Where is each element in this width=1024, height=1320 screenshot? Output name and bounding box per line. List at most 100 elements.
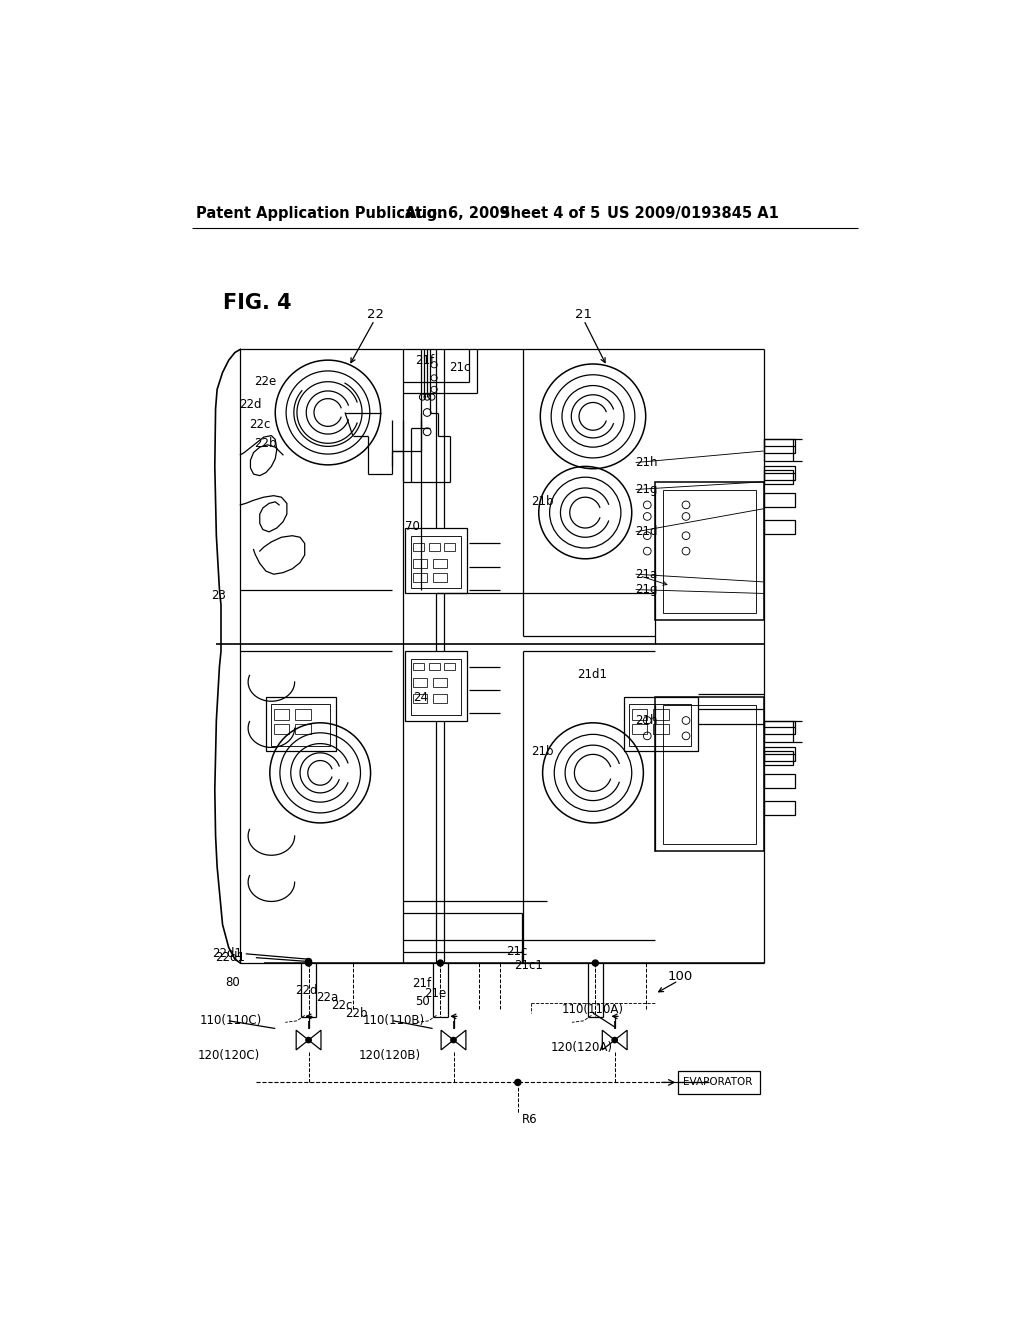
Bar <box>432 678 446 688</box>
Text: Aug. 6, 2009: Aug. 6, 2009 <box>406 206 510 222</box>
Bar <box>414 544 424 552</box>
Text: 22b: 22b <box>345 1007 368 1019</box>
Bar <box>655 482 764 620</box>
Text: 80: 80 <box>225 975 241 989</box>
Text: 120(120A): 120(120A) <box>550 1041 612 1055</box>
Bar <box>653 723 669 734</box>
Text: 21d: 21d <box>636 525 658 539</box>
Text: 21b: 21b <box>531 744 554 758</box>
Bar <box>632 723 647 734</box>
Text: 21h: 21h <box>636 455 658 469</box>
Circle shape <box>515 1080 521 1085</box>
Text: Patent Application Publication: Patent Application Publication <box>197 206 447 222</box>
Text: 110(110B): 110(110B) <box>362 1014 425 1027</box>
Bar <box>764 470 793 484</box>
Bar <box>411 659 461 715</box>
Text: 100: 100 <box>668 970 692 982</box>
Text: 23: 23 <box>211 589 226 602</box>
Bar <box>764 466 795 480</box>
Bar <box>273 723 289 734</box>
Bar <box>663 490 756 612</box>
Text: 21g: 21g <box>636 583 658 597</box>
Bar <box>630 704 691 746</box>
Bar <box>266 697 336 751</box>
Bar <box>432 573 446 582</box>
Bar <box>655 697 764 851</box>
Circle shape <box>612 1038 617 1043</box>
Bar <box>414 663 424 671</box>
Text: 22c: 22c <box>249 417 270 430</box>
Text: 21g: 21g <box>636 483 658 496</box>
Circle shape <box>451 1038 457 1043</box>
Text: 22d: 22d <box>295 983 317 997</box>
Text: 110(110C): 110(110C) <box>200 1014 261 1027</box>
Bar <box>663 705 756 843</box>
Text: 21c: 21c <box>506 945 527 958</box>
Text: 22b: 22b <box>254 437 276 450</box>
Bar <box>414 573 427 582</box>
Bar <box>764 751 793 766</box>
Bar <box>764 520 795 535</box>
Text: 21: 21 <box>575 308 592 321</box>
Bar <box>295 723 311 734</box>
Text: 22d1: 22d1 <box>212 946 242 960</box>
Text: 22c: 22c <box>331 999 352 1012</box>
Text: EVAPORATOR: EVAPORATOR <box>683 1077 753 1088</box>
Text: 21b: 21b <box>531 495 554 508</box>
Bar <box>764 775 795 788</box>
Text: 22a: 22a <box>316 991 339 1005</box>
Text: 21h: 21h <box>636 714 658 727</box>
Bar <box>632 709 647 719</box>
Bar <box>273 709 289 719</box>
Text: 22e: 22e <box>254 375 276 388</box>
Bar <box>764 801 795 816</box>
Text: 21f: 21f <box>415 354 434 367</box>
Text: 21f: 21f <box>413 977 431 990</box>
Bar <box>764 747 795 762</box>
Text: 21e: 21e <box>424 987 446 1001</box>
Circle shape <box>306 1038 311 1043</box>
Text: 21c: 21c <box>450 362 471 375</box>
Circle shape <box>305 958 311 965</box>
Bar <box>764 721 795 734</box>
Bar <box>271 704 330 746</box>
Bar <box>764 440 795 453</box>
Bar <box>624 697 697 751</box>
Text: 120(120B): 120(120B) <box>359 1049 421 1063</box>
Text: Sheet 4 of 5: Sheet 4 of 5 <box>500 206 600 222</box>
Bar <box>764 494 795 507</box>
Bar <box>414 678 427 688</box>
Bar <box>414 693 427 702</box>
Bar <box>432 693 446 702</box>
Text: FIG. 4: FIG. 4 <box>222 293 291 313</box>
Bar <box>444 544 455 552</box>
Bar <box>678 1071 760 1094</box>
Bar <box>414 558 427 568</box>
Bar <box>653 709 669 719</box>
Bar <box>444 663 455 671</box>
Bar <box>411 536 461 589</box>
Text: 22d1: 22d1 <box>216 952 246 964</box>
Text: US 2009/0193845 A1: US 2009/0193845 A1 <box>607 206 779 222</box>
Text: 21a: 21a <box>636 568 657 581</box>
Circle shape <box>592 960 598 966</box>
Bar <box>429 544 439 552</box>
Text: 22: 22 <box>367 308 384 321</box>
Circle shape <box>437 960 443 966</box>
Bar <box>406 528 467 594</box>
Bar <box>429 663 439 671</box>
Text: 70: 70 <box>404 520 420 533</box>
Bar <box>295 709 311 719</box>
Bar <box>432 558 446 568</box>
Bar <box>406 651 467 721</box>
Text: 24: 24 <box>414 690 428 704</box>
Text: 50: 50 <box>415 995 429 1008</box>
Bar <box>764 721 793 742</box>
Bar <box>764 440 793 461</box>
Circle shape <box>305 960 311 966</box>
Text: 120(120C): 120(120C) <box>198 1049 260 1063</box>
Text: 21d1: 21d1 <box>578 668 607 681</box>
Text: R6: R6 <box>521 1113 538 1126</box>
Text: 21c1: 21c1 <box>514 958 543 972</box>
Text: 110(110A): 110(110A) <box>562 1003 624 1016</box>
